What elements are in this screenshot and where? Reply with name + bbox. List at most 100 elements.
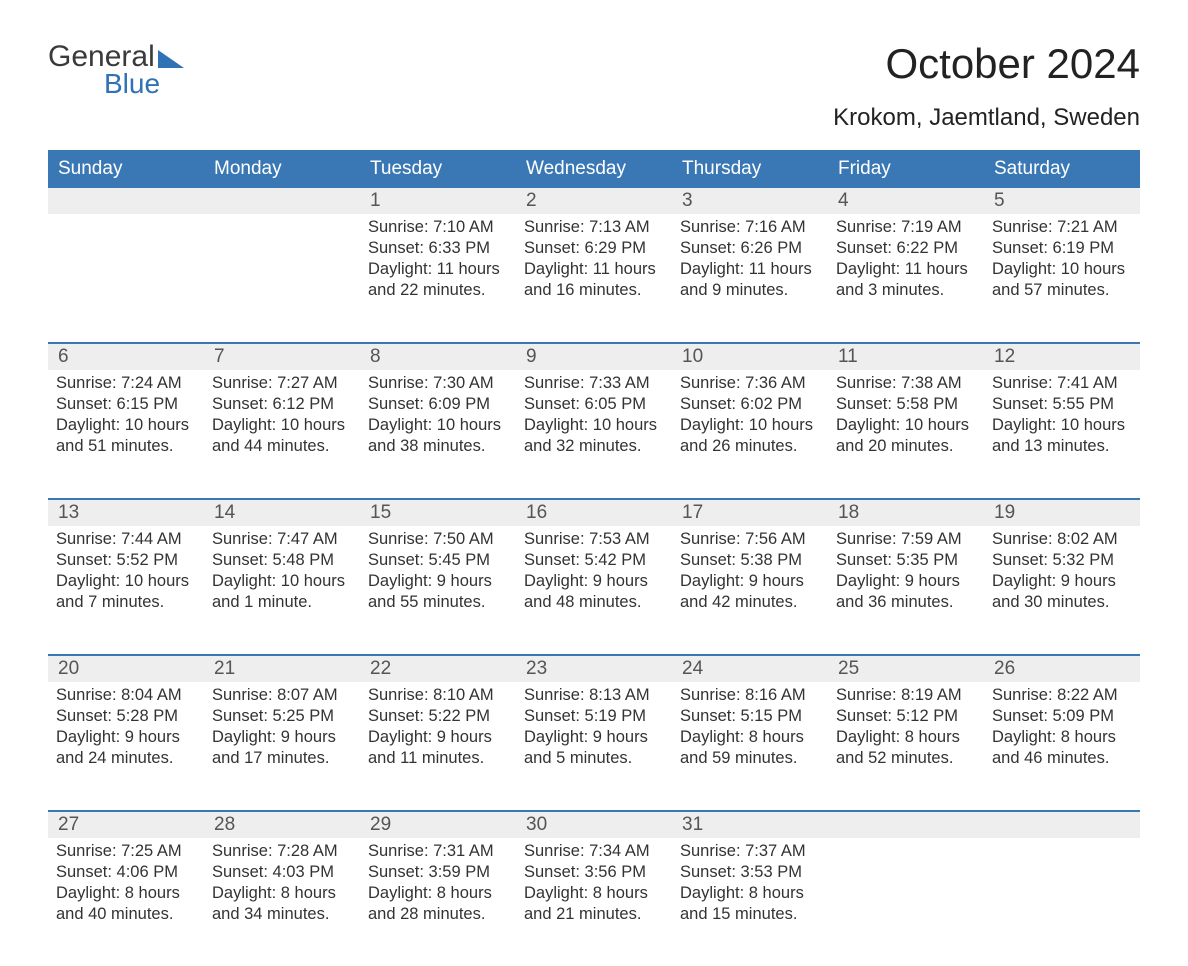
calendar: SundayMondayTuesdayWednesdayThursdayFrid… [48, 150, 1140, 966]
day-number: 31 [672, 812, 828, 838]
weekday-header: Sunday [48, 150, 204, 188]
day-number: 29 [360, 812, 516, 838]
day-cell [204, 214, 360, 342]
day-info: Sunrise: 7:53 AMSunset: 5:42 PMDaylight:… [524, 529, 664, 613]
logo-word-2: Blue [104, 68, 184, 100]
week-row: Sunrise: 7:10 AMSunset: 6:33 PMDaylight:… [48, 214, 1140, 342]
day-number: 12 [984, 344, 1140, 370]
day-info: Sunrise: 7:25 AMSunset: 4:06 PMDaylight:… [56, 841, 196, 925]
day-info: Sunrise: 7:21 AMSunset: 6:19 PMDaylight:… [992, 217, 1132, 301]
day-info: Sunrise: 7:44 AMSunset: 5:52 PMDaylight:… [56, 529, 196, 613]
day-number: 9 [516, 344, 672, 370]
day-number: 3 [672, 188, 828, 214]
day-number-row: 2728293031 [48, 810, 1140, 838]
day-number: 5 [984, 188, 1140, 214]
day-info: Sunrise: 7:38 AMSunset: 5:58 PMDaylight:… [836, 373, 976, 457]
day-number: 1 [360, 188, 516, 214]
day-number-row: 6789101112 [48, 342, 1140, 370]
day-number: 6 [48, 344, 204, 370]
day-cell: Sunrise: 7:41 AMSunset: 5:55 PMDaylight:… [984, 370, 1140, 498]
day-number: 7 [204, 344, 360, 370]
day-info: Sunrise: 8:02 AMSunset: 5:32 PMDaylight:… [992, 529, 1132, 613]
day-info: Sunrise: 8:07 AMSunset: 5:25 PMDaylight:… [212, 685, 352, 769]
weekday-header: Friday [828, 150, 984, 188]
day-number: 2 [516, 188, 672, 214]
day-info: Sunrise: 7:28 AMSunset: 4:03 PMDaylight:… [212, 841, 352, 925]
day-info: Sunrise: 7:41 AMSunset: 5:55 PMDaylight:… [992, 373, 1132, 457]
day-info: Sunrise: 7:10 AMSunset: 6:33 PMDaylight:… [368, 217, 508, 301]
weekday-header: Saturday [984, 150, 1140, 188]
day-number: 19 [984, 500, 1140, 526]
day-cell: Sunrise: 7:47 AMSunset: 5:48 PMDaylight:… [204, 526, 360, 654]
day-number: 30 [516, 812, 672, 838]
day-info: Sunrise: 7:33 AMSunset: 6:05 PMDaylight:… [524, 373, 664, 457]
day-cell: Sunrise: 7:27 AMSunset: 6:12 PMDaylight:… [204, 370, 360, 498]
day-cell: Sunrise: 7:34 AMSunset: 3:56 PMDaylight:… [516, 838, 672, 966]
day-number-row: 20212223242526 [48, 654, 1140, 682]
day-number [204, 188, 360, 214]
day-cell: Sunrise: 8:04 AMSunset: 5:28 PMDaylight:… [48, 682, 204, 810]
day-number: 25 [828, 656, 984, 682]
day-number: 18 [828, 500, 984, 526]
day-cell: Sunrise: 7:10 AMSunset: 6:33 PMDaylight:… [360, 214, 516, 342]
day-info: Sunrise: 7:34 AMSunset: 3:56 PMDaylight:… [524, 841, 664, 925]
week-row: Sunrise: 7:24 AMSunset: 6:15 PMDaylight:… [48, 370, 1140, 498]
day-cell: Sunrise: 8:22 AMSunset: 5:09 PMDaylight:… [984, 682, 1140, 810]
day-number: 16 [516, 500, 672, 526]
day-number: 20 [48, 656, 204, 682]
day-cell: Sunrise: 8:13 AMSunset: 5:19 PMDaylight:… [516, 682, 672, 810]
day-info: Sunrise: 8:04 AMSunset: 5:28 PMDaylight:… [56, 685, 196, 769]
day-info: Sunrise: 7:16 AMSunset: 6:26 PMDaylight:… [680, 217, 820, 301]
day-info: Sunrise: 7:47 AMSunset: 5:48 PMDaylight:… [212, 529, 352, 613]
day-cell: Sunrise: 7:53 AMSunset: 5:42 PMDaylight:… [516, 526, 672, 654]
logo-triangle-icon [158, 50, 184, 68]
day-cell: Sunrise: 7:36 AMSunset: 6:02 PMDaylight:… [672, 370, 828, 498]
day-cell: Sunrise: 8:02 AMSunset: 5:32 PMDaylight:… [984, 526, 1140, 654]
month-title: October 2024 [833, 40, 1140, 88]
day-cell: Sunrise: 8:10 AMSunset: 5:22 PMDaylight:… [360, 682, 516, 810]
day-cell: Sunrise: 7:50 AMSunset: 5:45 PMDaylight:… [360, 526, 516, 654]
day-cell: Sunrise: 8:16 AMSunset: 5:15 PMDaylight:… [672, 682, 828, 810]
logo: General Blue [48, 40, 184, 100]
day-number: 8 [360, 344, 516, 370]
day-info: Sunrise: 8:13 AMSunset: 5:19 PMDaylight:… [524, 685, 664, 769]
weekday-header-row: SundayMondayTuesdayWednesdayThursdayFrid… [48, 150, 1140, 188]
day-cell: Sunrise: 8:07 AMSunset: 5:25 PMDaylight:… [204, 682, 360, 810]
day-info: Sunrise: 8:10 AMSunset: 5:22 PMDaylight:… [368, 685, 508, 769]
day-info: Sunrise: 7:36 AMSunset: 6:02 PMDaylight:… [680, 373, 820, 457]
day-info: Sunrise: 7:13 AMSunset: 6:29 PMDaylight:… [524, 217, 664, 301]
day-info: Sunrise: 8:16 AMSunset: 5:15 PMDaylight:… [680, 685, 820, 769]
day-number: 28 [204, 812, 360, 838]
day-cell: Sunrise: 7:30 AMSunset: 6:09 PMDaylight:… [360, 370, 516, 498]
week-row: Sunrise: 7:25 AMSunset: 4:06 PMDaylight:… [48, 838, 1140, 966]
day-cell: Sunrise: 7:37 AMSunset: 3:53 PMDaylight:… [672, 838, 828, 966]
day-info: Sunrise: 7:37 AMSunset: 3:53 PMDaylight:… [680, 841, 820, 925]
day-number [48, 188, 204, 214]
day-cell: Sunrise: 7:24 AMSunset: 6:15 PMDaylight:… [48, 370, 204, 498]
title-block: October 2024 Krokom, Jaemtland, Sweden [833, 40, 1140, 132]
day-number: 26 [984, 656, 1140, 682]
header: General Blue October 2024 Krokom, Jaemtl… [48, 40, 1140, 132]
day-cell [48, 214, 204, 342]
day-number: 15 [360, 500, 516, 526]
day-cell: Sunrise: 7:25 AMSunset: 4:06 PMDaylight:… [48, 838, 204, 966]
day-number: 14 [204, 500, 360, 526]
day-cell: Sunrise: 7:16 AMSunset: 6:26 PMDaylight:… [672, 214, 828, 342]
day-number [984, 812, 1140, 838]
day-cell: Sunrise: 7:21 AMSunset: 6:19 PMDaylight:… [984, 214, 1140, 342]
day-cell: Sunrise: 7:33 AMSunset: 6:05 PMDaylight:… [516, 370, 672, 498]
day-info: Sunrise: 7:30 AMSunset: 6:09 PMDaylight:… [368, 373, 508, 457]
day-cell: Sunrise: 7:19 AMSunset: 6:22 PMDaylight:… [828, 214, 984, 342]
location: Krokom, Jaemtland, Sweden [833, 104, 1140, 132]
weekday-header: Wednesday [516, 150, 672, 188]
day-number: 10 [672, 344, 828, 370]
day-info: Sunrise: 7:31 AMSunset: 3:59 PMDaylight:… [368, 841, 508, 925]
day-number-row: 12345 [48, 188, 1140, 214]
day-number: 24 [672, 656, 828, 682]
day-info: Sunrise: 7:50 AMSunset: 5:45 PMDaylight:… [368, 529, 508, 613]
day-cell: Sunrise: 7:28 AMSunset: 4:03 PMDaylight:… [204, 838, 360, 966]
day-number: 22 [360, 656, 516, 682]
day-number: 13 [48, 500, 204, 526]
weekday-header: Monday [204, 150, 360, 188]
day-number-row: 13141516171819 [48, 498, 1140, 526]
